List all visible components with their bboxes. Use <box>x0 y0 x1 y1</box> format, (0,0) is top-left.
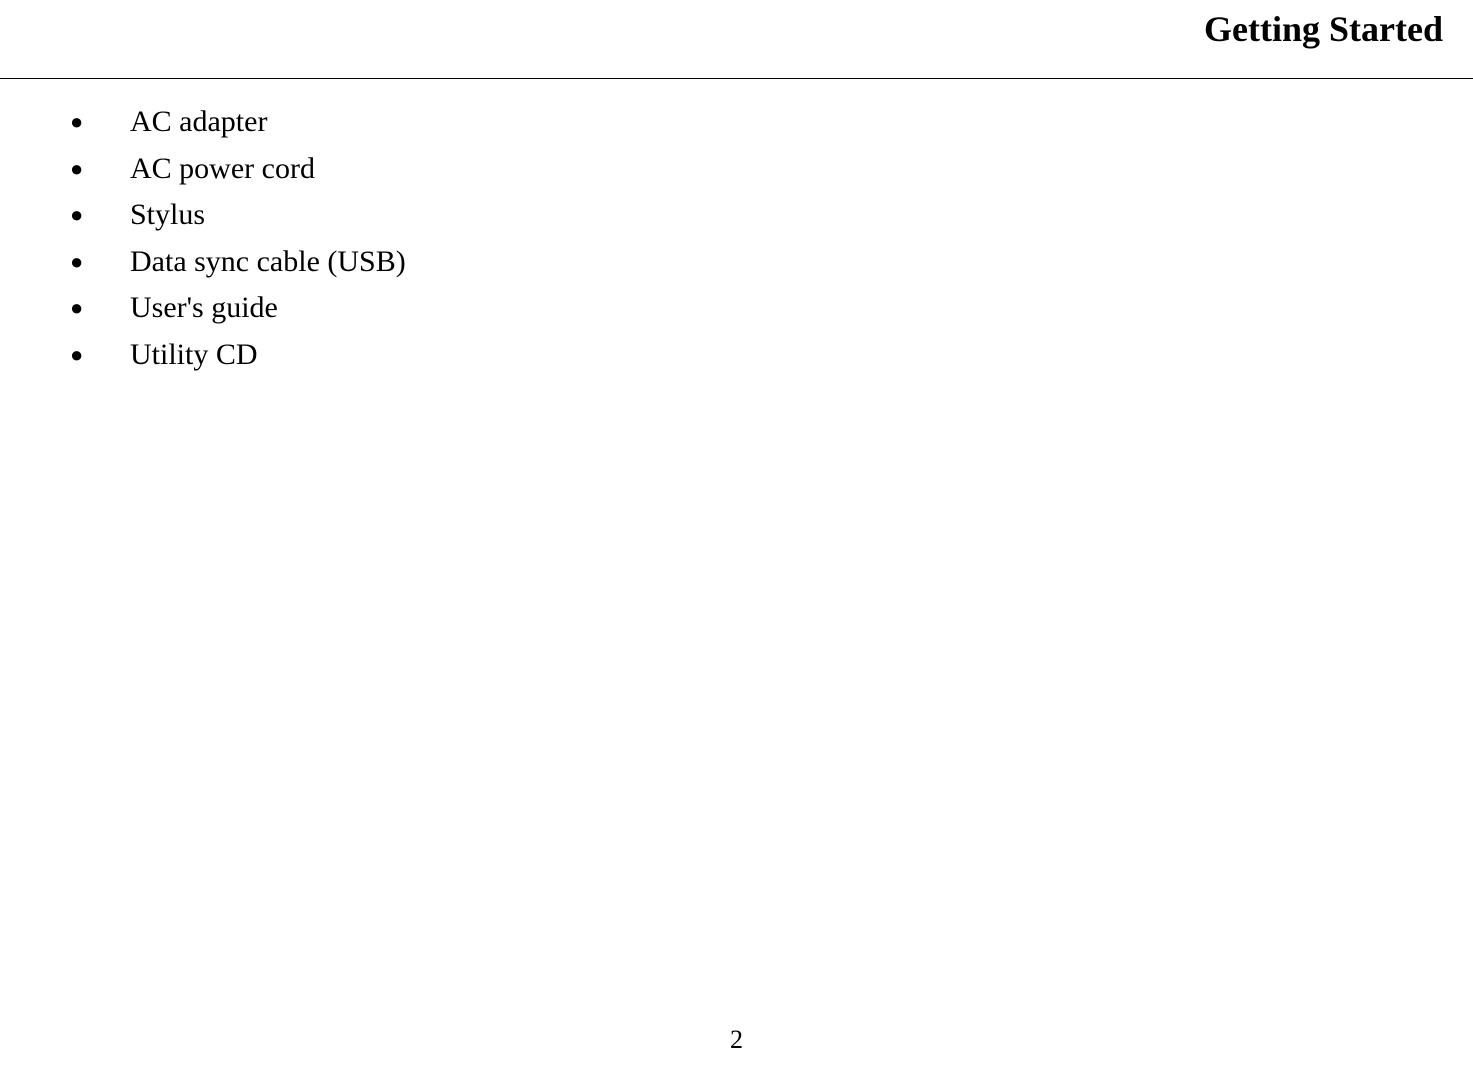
bullet-icon: ● <box>70 338 130 372</box>
list-item-label: Utility CD <box>130 332 258 379</box>
bullet-icon: ● <box>70 198 130 232</box>
list-item-label: AC adapter <box>130 99 267 146</box>
list-item-label: User's guide <box>130 285 278 332</box>
bullet-icon: ● <box>70 105 130 139</box>
list-item: ● User's guide <box>70 285 1473 332</box>
list-item: ● AC adapter <box>70 99 1473 146</box>
list-item-label: Data sync cable (USB) <box>130 239 406 286</box>
list-item: ● Stylus <box>70 192 1473 239</box>
page-header: Getting Started <box>0 0 1473 50</box>
list-item: ● Utility CD <box>70 332 1473 379</box>
bullet-icon: ● <box>70 245 130 279</box>
list-item-label: AC power cord <box>130 146 315 193</box>
list-item-label: Stylus <box>130 192 205 239</box>
bullet-icon: ● <box>70 291 130 325</box>
content-area: ● AC adapter ● AC power cord ● Stylus ● … <box>0 79 1473 378</box>
list-item: ● AC power cord <box>70 146 1473 193</box>
list-item: ● Data sync cable (USB) <box>70 239 1473 286</box>
bullet-icon: ● <box>70 152 130 186</box>
page-title: Getting Started <box>0 8 1443 50</box>
page-number: 2 <box>0 1025 1473 1055</box>
item-list: ● AC adapter ● AC power cord ● Stylus ● … <box>70 99 1473 378</box>
